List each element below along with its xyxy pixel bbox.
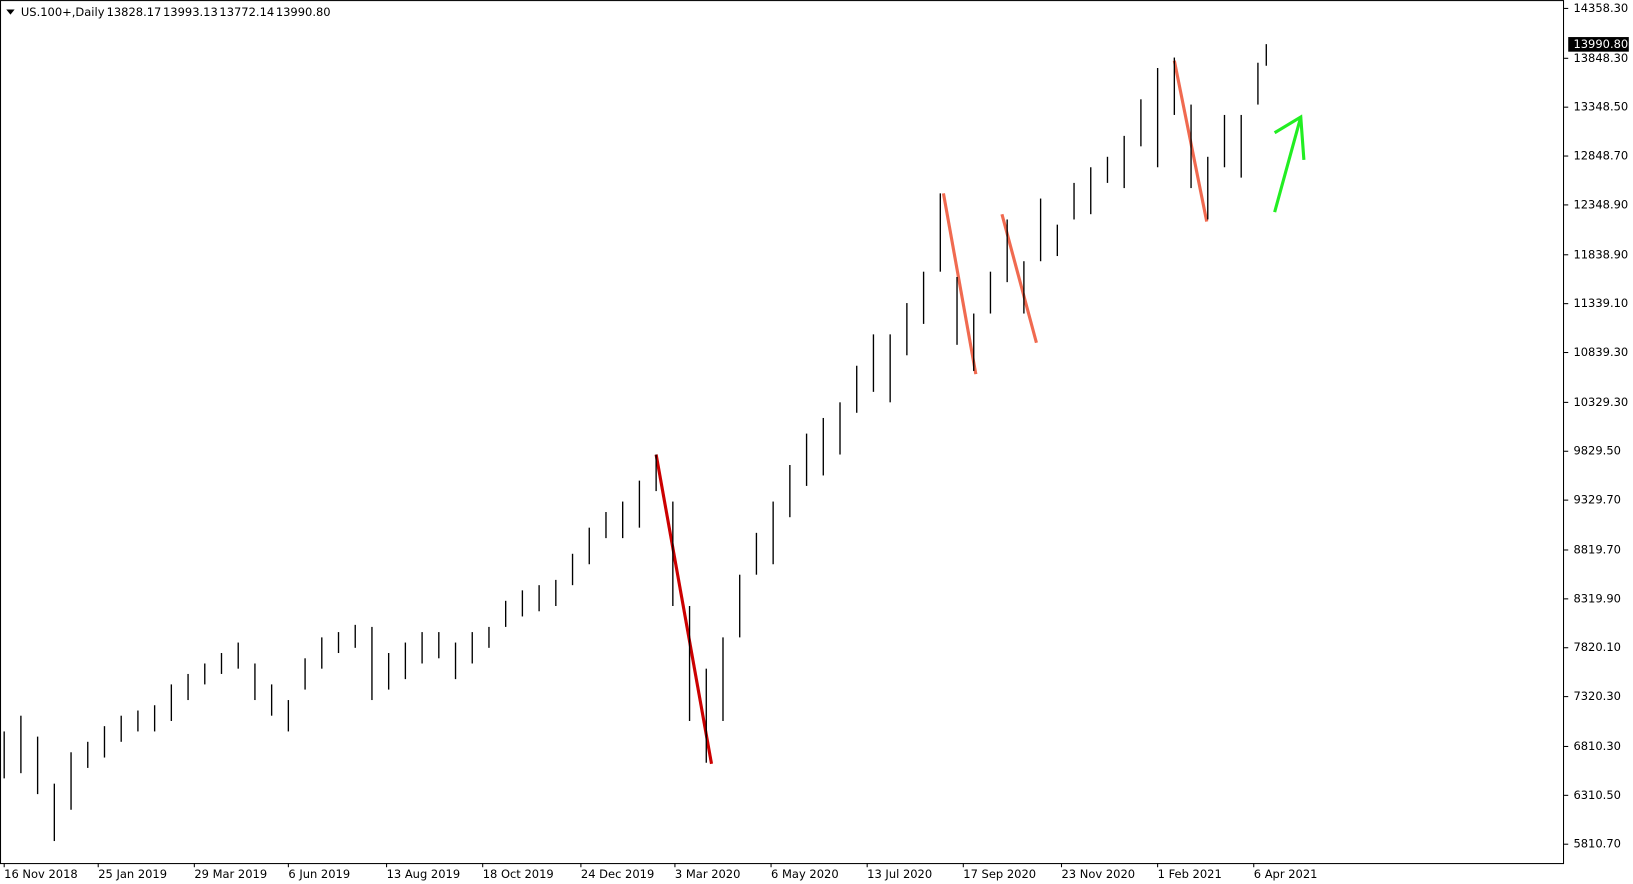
y-tick-label: 10839.30 — [1573, 345, 1628, 359]
current-price-box — [1568, 37, 1629, 52]
header-low: 13772.14 — [219, 5, 274, 19]
header-high: 13993.13 — [163, 5, 218, 19]
trend-line — [654, 454, 714, 765]
trend-line — [941, 193, 978, 375]
header-close: 13990.80 — [276, 5, 331, 19]
y-tick-label: 14358.30 — [1573, 1, 1628, 15]
x-tick-label: 6 Apr 2021 — [1254, 867, 1318, 881]
y-tick-label: 7320.30 — [1573, 689, 1621, 703]
y-tick-label: 9329.70 — [1573, 493, 1621, 507]
y-tick-label: 7820.10 — [1573, 640, 1621, 654]
x-tick-label: 13 Jul 2020 — [867, 867, 932, 881]
y-tick-label: 12848.70 — [1573, 149, 1628, 163]
y-tick-label: 10329.30 — [1573, 395, 1628, 409]
y-tick-label: 6310.50 — [1573, 788, 1621, 802]
x-tick-label: 16 Nov 2018 — [4, 867, 78, 881]
y-tick-label: 11339.10 — [1573, 296, 1628, 310]
x-tick-label: 29 Mar 2019 — [194, 867, 267, 881]
y-tick-label: 9829.50 — [1573, 444, 1621, 458]
x-tick-label: 6 Jun 2019 — [288, 867, 350, 881]
x-tick-label: 1 Feb 2021 — [1158, 867, 1222, 881]
symbol: US.100+,Daily — [21, 5, 105, 19]
y-tick-label: 13348.50 — [1573, 100, 1628, 114]
arrow-shaft — [1273, 116, 1303, 213]
x-tick-label: 24 Dec 2019 — [581, 867, 654, 881]
y-tick-label: 12348.90 — [1573, 197, 1628, 211]
x-tick-label: 23 Nov 2020 — [1062, 867, 1136, 881]
x-tick-label: 25 Jan 2019 — [98, 867, 167, 881]
y-tick-label: 8819.70 — [1573, 542, 1621, 556]
x-tick-label: 18 Oct 2019 — [483, 867, 554, 881]
menu-arrow[interactable] — [6, 9, 15, 15]
y-tick-label: 8319.90 — [1573, 591, 1621, 605]
x-tick-label: 17 Sep 2020 — [963, 867, 1036, 881]
y-tick-label: 11838.90 — [1573, 247, 1628, 261]
header-open: 13828.17 — [107, 5, 162, 19]
y-tick-label: 6810.30 — [1573, 739, 1621, 753]
y-tick-label: 5810.70 — [1573, 837, 1621, 851]
current-price-label: 13990.80 — [1573, 37, 1628, 51]
y-tick-label: 13848.30 — [1573, 51, 1628, 65]
plot-frame — [0, 0, 1565, 865]
x-tick-label: 3 Mar 2020 — [675, 867, 741, 881]
x-tick-label: 13 Aug 2019 — [387, 867, 461, 881]
x-tick-label: 6 May 2020 — [771, 867, 839, 881]
arrow-head — [1273, 114, 1306, 161]
